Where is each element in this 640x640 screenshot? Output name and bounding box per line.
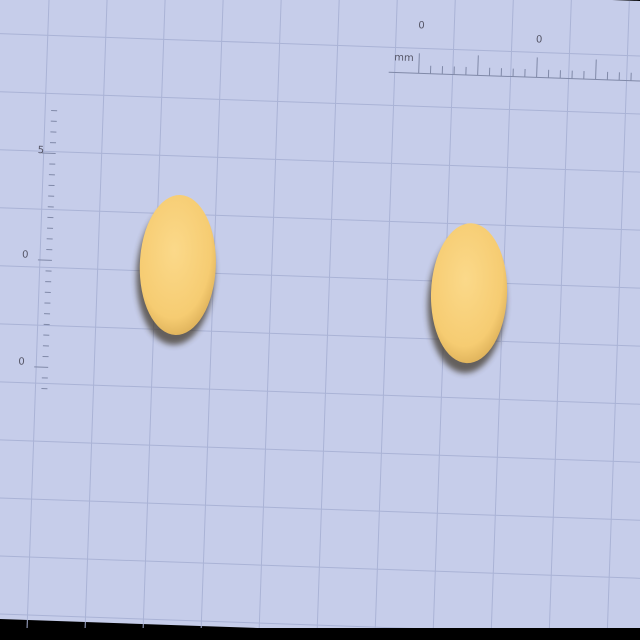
line (0, 322, 640, 348)
line (477, 55, 479, 76)
line (548, 0, 572, 640)
ruler-label: 5 (38, 145, 45, 156)
ruler-unit: mm (394, 52, 414, 64)
line (374, 0, 398, 640)
line (200, 0, 225, 637)
line (595, 59, 597, 80)
line (0, 380, 640, 406)
ruler-label: 0 (536, 34, 543, 45)
line (0, 206, 640, 232)
line (0, 496, 640, 522)
line (388, 71, 640, 82)
line (0, 264, 640, 290)
line (0, 32, 640, 58)
line (258, 0, 283, 639)
tablet (430, 223, 508, 364)
ruler-label: 0 (18, 357, 25, 368)
tablet (139, 195, 216, 335)
ruler-ticks (34, 53, 640, 390)
line (0, 148, 640, 174)
line (316, 0, 341, 640)
ruler-label: 0 (22, 250, 29, 261)
frame-edge (0, 628, 640, 640)
line (0, 438, 640, 464)
line (606, 0, 630, 640)
line (84, 0, 109, 633)
line (0, 90, 640, 116)
line (536, 57, 538, 78)
line (418, 53, 420, 74)
ruler-label: 0 (418, 20, 425, 31)
line (0, 554, 640, 580)
line (26, 0, 51, 630)
